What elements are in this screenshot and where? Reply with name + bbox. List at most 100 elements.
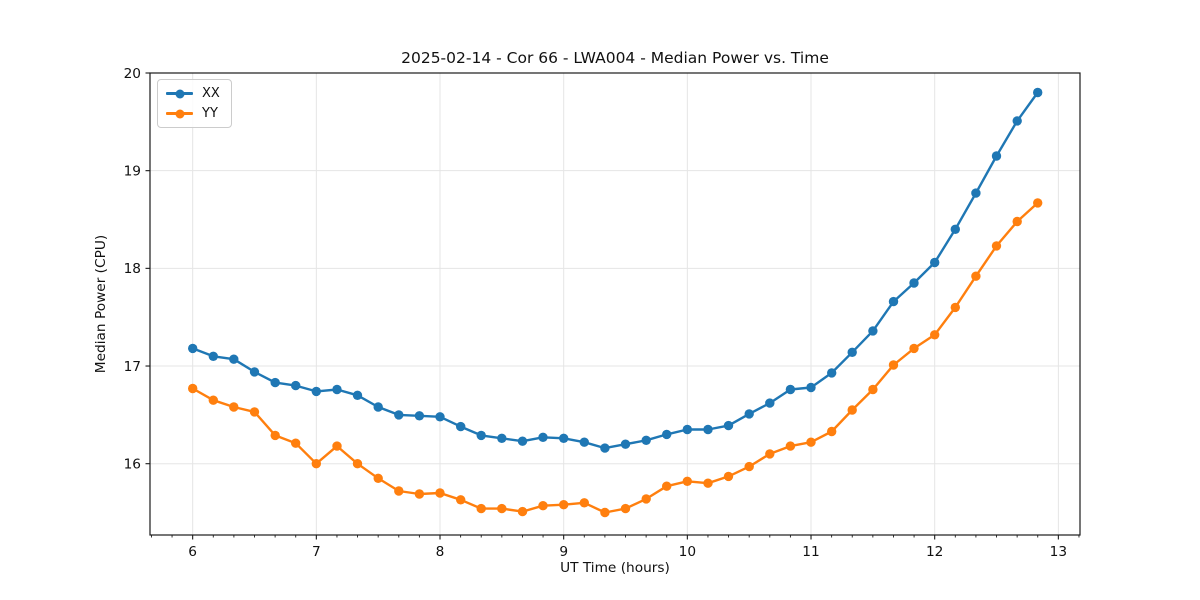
data-point-xx xyxy=(847,347,857,357)
legend-item-yy: YY xyxy=(166,105,220,122)
data-point-yy xyxy=(188,383,198,394)
data-point-xx xyxy=(188,343,198,354)
data-point-xx xyxy=(827,368,837,378)
data-point-yy xyxy=(559,500,569,510)
data-point-yy xyxy=(517,506,528,517)
circle-marker-icon xyxy=(175,109,184,118)
y-tick-label: 16 xyxy=(124,456,141,472)
data-point-yy xyxy=(703,478,713,488)
data-point-xx xyxy=(806,382,816,393)
data-point-xx xyxy=(414,411,425,421)
data-point-xx xyxy=(517,436,528,446)
axes-spines xyxy=(149,72,1081,536)
y-axis-label: Median Power (CPU) xyxy=(93,234,109,374)
data-point-yy xyxy=(620,503,631,514)
data-point-xx xyxy=(950,224,960,234)
data-point-yy xyxy=(950,302,960,313)
y-tick-label: 18 xyxy=(124,261,141,277)
data-point-yy xyxy=(352,459,363,469)
legend-swatch-yy xyxy=(166,109,193,118)
data-point-xx xyxy=(373,402,383,412)
data-point-xx xyxy=(744,409,754,419)
x-tick-label: 7 xyxy=(312,544,321,560)
data-point-yy xyxy=(414,489,425,499)
data-point-xx xyxy=(538,432,548,442)
data-point-xx xyxy=(662,429,672,440)
data-point-xx xyxy=(930,257,940,268)
data-point-yy xyxy=(311,459,321,469)
y-tick-label: 19 xyxy=(124,163,141,179)
data-point-xx xyxy=(703,424,713,435)
data-point-yy xyxy=(291,438,301,448)
data-point-xx xyxy=(785,384,796,395)
legend-swatch-xx xyxy=(166,89,193,98)
data-point-xx xyxy=(208,351,218,361)
data-point-xx xyxy=(723,420,734,431)
data-point-yy xyxy=(847,405,857,415)
data-point-yy xyxy=(497,503,507,514)
data-point-xx xyxy=(620,439,631,449)
data-point-yy xyxy=(641,494,651,504)
data-point-yy xyxy=(208,395,218,405)
data-point-xx xyxy=(682,424,692,435)
data-point-xx xyxy=(229,354,239,364)
data-point-yy xyxy=(229,402,239,412)
x-tick-label: 11 xyxy=(802,544,819,560)
data-point-xx xyxy=(641,435,651,445)
data-point-yy xyxy=(600,507,610,518)
data-point-xx xyxy=(1012,116,1022,126)
data-point-yy xyxy=(991,241,1002,251)
data-point-xx xyxy=(1033,87,1043,98)
data-point-yy xyxy=(785,441,796,451)
data-point-yy xyxy=(930,330,940,340)
data-point-yy xyxy=(435,488,445,498)
data-point-xx xyxy=(765,398,775,408)
data-point-xx xyxy=(332,384,342,395)
legend-label-yy: YY xyxy=(202,106,218,121)
circle-marker-icon xyxy=(175,89,184,98)
data-point-xx xyxy=(888,296,899,307)
data-point-xx xyxy=(311,386,321,397)
data-point-yy xyxy=(827,426,837,437)
data-point-xx xyxy=(579,437,589,447)
data-point-xx xyxy=(394,410,404,420)
x-tick-label: 6 xyxy=(188,544,197,560)
data-point-yy xyxy=(723,471,734,482)
data-point-xx xyxy=(476,430,486,441)
x-tick-label: 9 xyxy=(559,544,568,560)
legend-item-xx: XX xyxy=(166,85,220,102)
data-point-xx xyxy=(991,151,1002,161)
data-point-yy xyxy=(579,498,589,508)
data-point-yy xyxy=(909,343,919,354)
x-axis-label: UT Time (hours) xyxy=(560,560,670,576)
data-point-yy xyxy=(868,384,878,395)
data-point-yy xyxy=(744,461,754,472)
data-point-yy xyxy=(1033,198,1043,208)
data-point-yy xyxy=(538,501,548,511)
x-tick-label: 13 xyxy=(1050,544,1067,560)
data-point-xx xyxy=(291,380,301,391)
data-point-yy xyxy=(456,495,466,505)
data-point-xx xyxy=(868,326,878,336)
data-point-xx xyxy=(435,412,445,422)
legend: XX YY xyxy=(157,79,232,128)
data-point-xx xyxy=(600,443,610,453)
data-point-yy xyxy=(662,481,672,491)
chart-title: 2025-02-14 - Cor 66 - LWA004 - Median Po… xyxy=(401,49,829,67)
data-point-xx xyxy=(909,278,919,288)
data-point-yy xyxy=(394,486,404,496)
data-point-yy xyxy=(1012,216,1022,227)
y-tick-label: 20 xyxy=(124,66,141,82)
data-point-yy xyxy=(332,441,342,451)
x-tick-label: 10 xyxy=(679,544,696,560)
x-tick-label: 8 xyxy=(436,544,445,560)
y-tick-label: 17 xyxy=(124,359,141,375)
data-point-yy xyxy=(249,407,260,417)
data-point-xx xyxy=(352,390,363,400)
data-point-yy xyxy=(765,449,775,459)
data-point-yy xyxy=(971,271,981,281)
data-point-yy xyxy=(270,430,280,441)
data-point-xx xyxy=(971,188,981,198)
